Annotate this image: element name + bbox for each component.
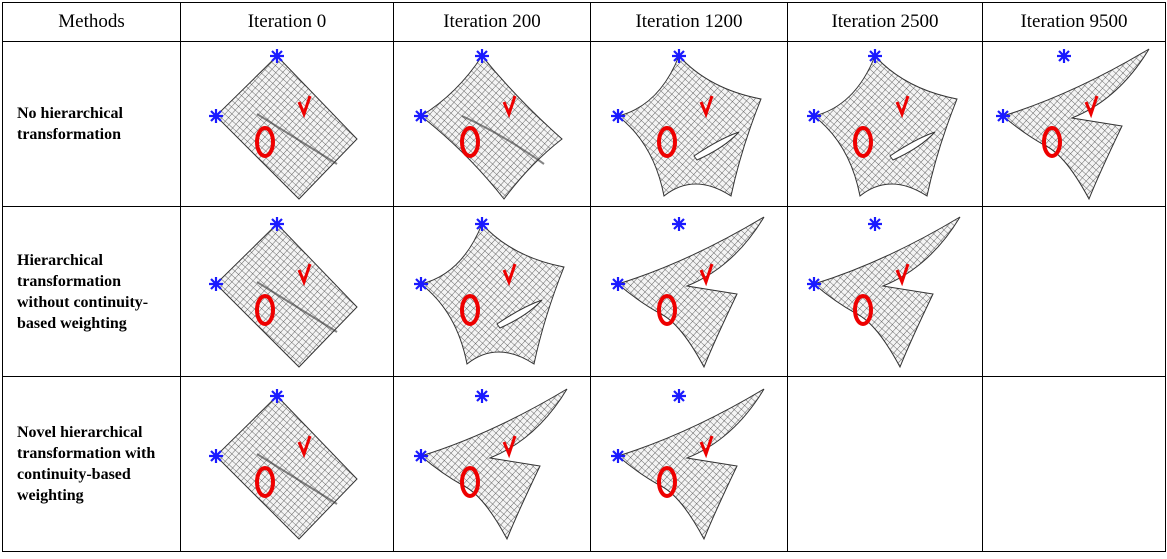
mesh-image	[609, 212, 769, 372]
row: Hierarchical transformation without cont…	[2, 206, 1166, 377]
method-label: Hierarchical transformation without cont…	[2, 206, 181, 377]
mesh-image	[207, 212, 367, 372]
mesh-image	[207, 44, 367, 204]
header-cell: Iteration 9500	[982, 2, 1166, 42]
row: Novel hierarchical transformation with c…	[2, 376, 1166, 552]
header-cell: Iteration 2500	[787, 2, 983, 42]
mesh-image	[412, 44, 572, 204]
mesh-image	[412, 212, 572, 372]
header-cell: Iteration 0	[180, 2, 394, 42]
method-label: No hierarchical transformation	[2, 41, 181, 207]
header-cell: Iteration 200	[393, 2, 591, 42]
empty-cell	[982, 376, 1166, 552]
empty-cell	[982, 206, 1166, 377]
row: No hierarchical transformation	[2, 41, 1166, 207]
mesh-image	[412, 384, 572, 544]
mesh-image	[994, 44, 1154, 204]
header-row: Methods Iteration 0 Iteration 200 Iterat…	[2, 2, 1166, 42]
mesh-image	[207, 384, 367, 544]
mesh-image	[609, 384, 769, 544]
header-cell: Iteration 1200	[590, 2, 788, 42]
header-cell: Methods	[2, 2, 181, 42]
empty-cell	[787, 376, 983, 552]
mesh-image	[609, 44, 769, 204]
method-label: Novel hierarchical transformation with c…	[2, 376, 181, 552]
mesh-image	[805, 212, 965, 372]
mesh-image	[805, 44, 965, 204]
